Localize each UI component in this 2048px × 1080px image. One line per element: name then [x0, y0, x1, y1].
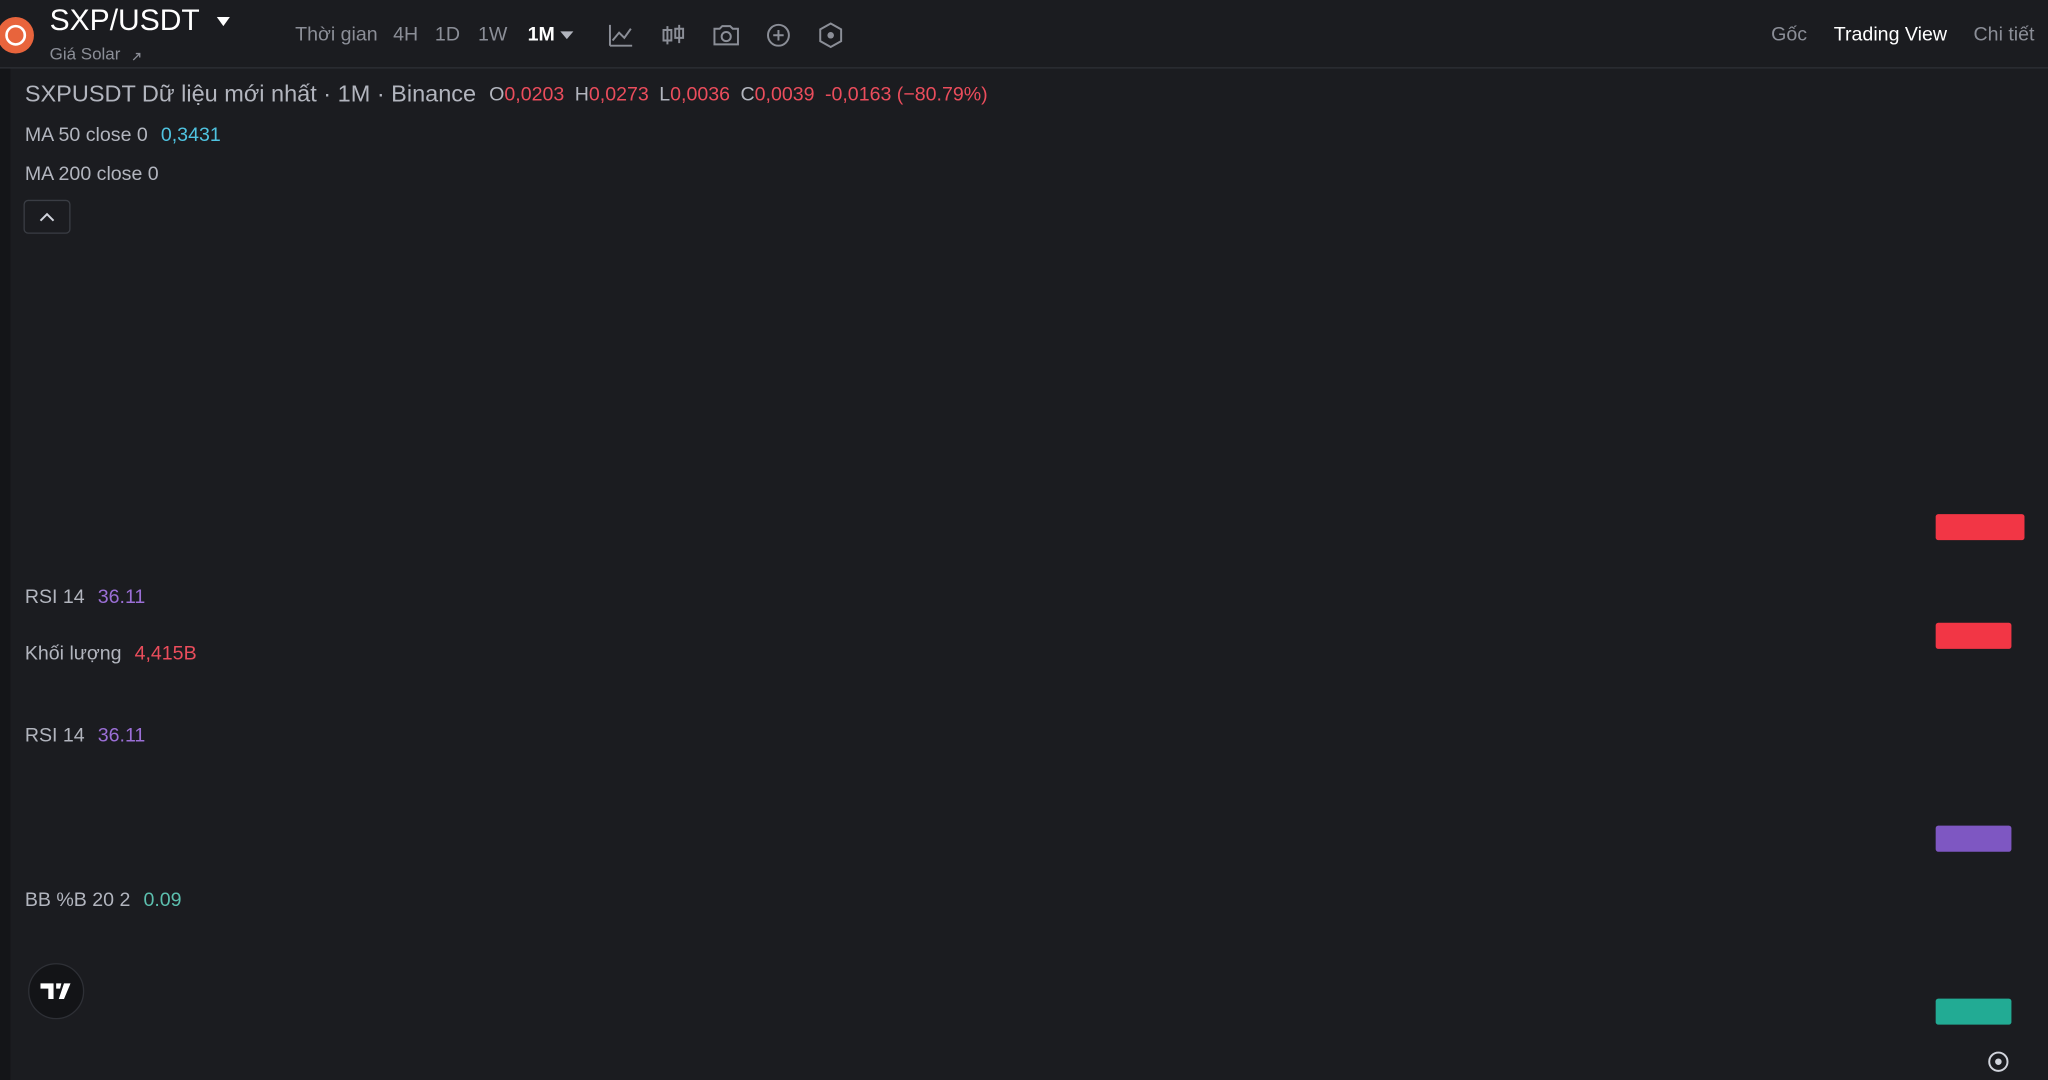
- legend-c-key: C: [740, 84, 754, 106]
- subtitle[interactable]: Giá Solar: [50, 44, 121, 63]
- external-link-icon: [132, 52, 141, 61]
- rsi-title: RSI 14: [25, 725, 85, 747]
- volume-tag: [1935, 622, 2012, 649]
- symbol[interactable]: SXP/USDT: [50, 4, 200, 37]
- ma50-legend: MA 50 close 0 0,3431: [25, 124, 221, 146]
- legend-change: -0,0163 (−80.79%): [825, 84, 988, 106]
- rsi-legend: RSI 14 36.11: [25, 725, 145, 747]
- indicator-icon[interactable]: [608, 24, 633, 47]
- tv-logo[interactable]: [28, 963, 85, 1020]
- bb-title: BB %B 20 2: [25, 889, 131, 911]
- tab-tradingview[interactable]: Trading View: [1834, 23, 1948, 45]
- legend-l: 0,0036: [670, 84, 730, 106]
- labels: [1935, 514, 2025, 1025]
- legend-ohlc: SXPUSDT Dữ liệu mới nhất · 1M · Binance O…: [25, 81, 988, 107]
- interval-1m[interactable]: 1M: [528, 23, 555, 45]
- volume-title: Khối lượng: [25, 642, 122, 664]
- indicator-tag: [1935, 825, 2012, 852]
- rsi-collapsed-value: 36.11: [98, 586, 146, 608]
- last-price-tag: [1935, 514, 2025, 541]
- axis-settings-icon[interactable]: [1988, 1051, 2009, 1072]
- settings-icon[interactable]: [819, 22, 843, 49]
- add-icon[interactable]: [767, 23, 790, 47]
- ma50-name: MA 50 close 0: [25, 124, 148, 146]
- rsi-collapsed-legend[interactable]: RSI 14 36.11: [25, 586, 145, 608]
- interval-4h[interactable]: 4H: [393, 23, 418, 45]
- indicator-tag: [1935, 998, 2012, 1025]
- snapshot-lens: [720, 31, 732, 43]
- volume-legend: Khối lượng 4,415B: [25, 642, 197, 664]
- legend-o: 0,0203: [504, 84, 564, 106]
- rsi-collapsed-title: RSI 14: [25, 586, 85, 608]
- symbol-dropdown[interactable]: [216, 16, 230, 27]
- add-icon-plus: [773, 30, 784, 41]
- bb-legend: BB %B 20 2 0.09: [25, 889, 182, 911]
- bb-value: 0.09: [143, 889, 181, 911]
- rsi-value: 36.11: [98, 725, 146, 747]
- interval-dropdown[interactable]: [560, 31, 574, 40]
- snapshot-icon[interactable]: [713, 25, 739, 46]
- interval-1w[interactable]: 1W: [478, 23, 508, 45]
- ma200-legend: MA 200 close 0: [25, 163, 159, 185]
- coin-logo: [0, 16, 34, 54]
- left-strip: [0, 67, 11, 1080]
- tv-logo-mark: [40, 983, 71, 1000]
- legend-c: 0,0039: [755, 84, 815, 106]
- tab-details[interactable]: Chi tiết: [1974, 23, 2035, 45]
- interval-1d[interactable]: 1D: [435, 23, 460, 45]
- tab-original[interactable]: Gốc: [1771, 23, 1807, 45]
- interval-label: Thời gian: [295, 23, 378, 45]
- chart-type-icon[interactable]: [662, 24, 685, 45]
- settings-icon-dot: [827, 31, 834, 39]
- collapse-icon: [39, 212, 55, 222]
- ma50-value: 0,3431: [161, 124, 221, 146]
- coin-logo-mark: [5, 24, 27, 46]
- axis-settings-dot: [1995, 1058, 2002, 1065]
- volume-value: 4,415B: [135, 642, 197, 664]
- legend-o-key: O: [489, 84, 504, 106]
- legend-h: 0,0273: [589, 84, 649, 106]
- legend-symbol: SXPUSDT Dữ liệu mới nhất · 1M · Binance: [25, 81, 476, 107]
- legend-h-key: H: [575, 84, 589, 106]
- legend-l-key: L: [659, 84, 670, 106]
- collapse-legend-button[interactable]: [23, 199, 71, 234]
